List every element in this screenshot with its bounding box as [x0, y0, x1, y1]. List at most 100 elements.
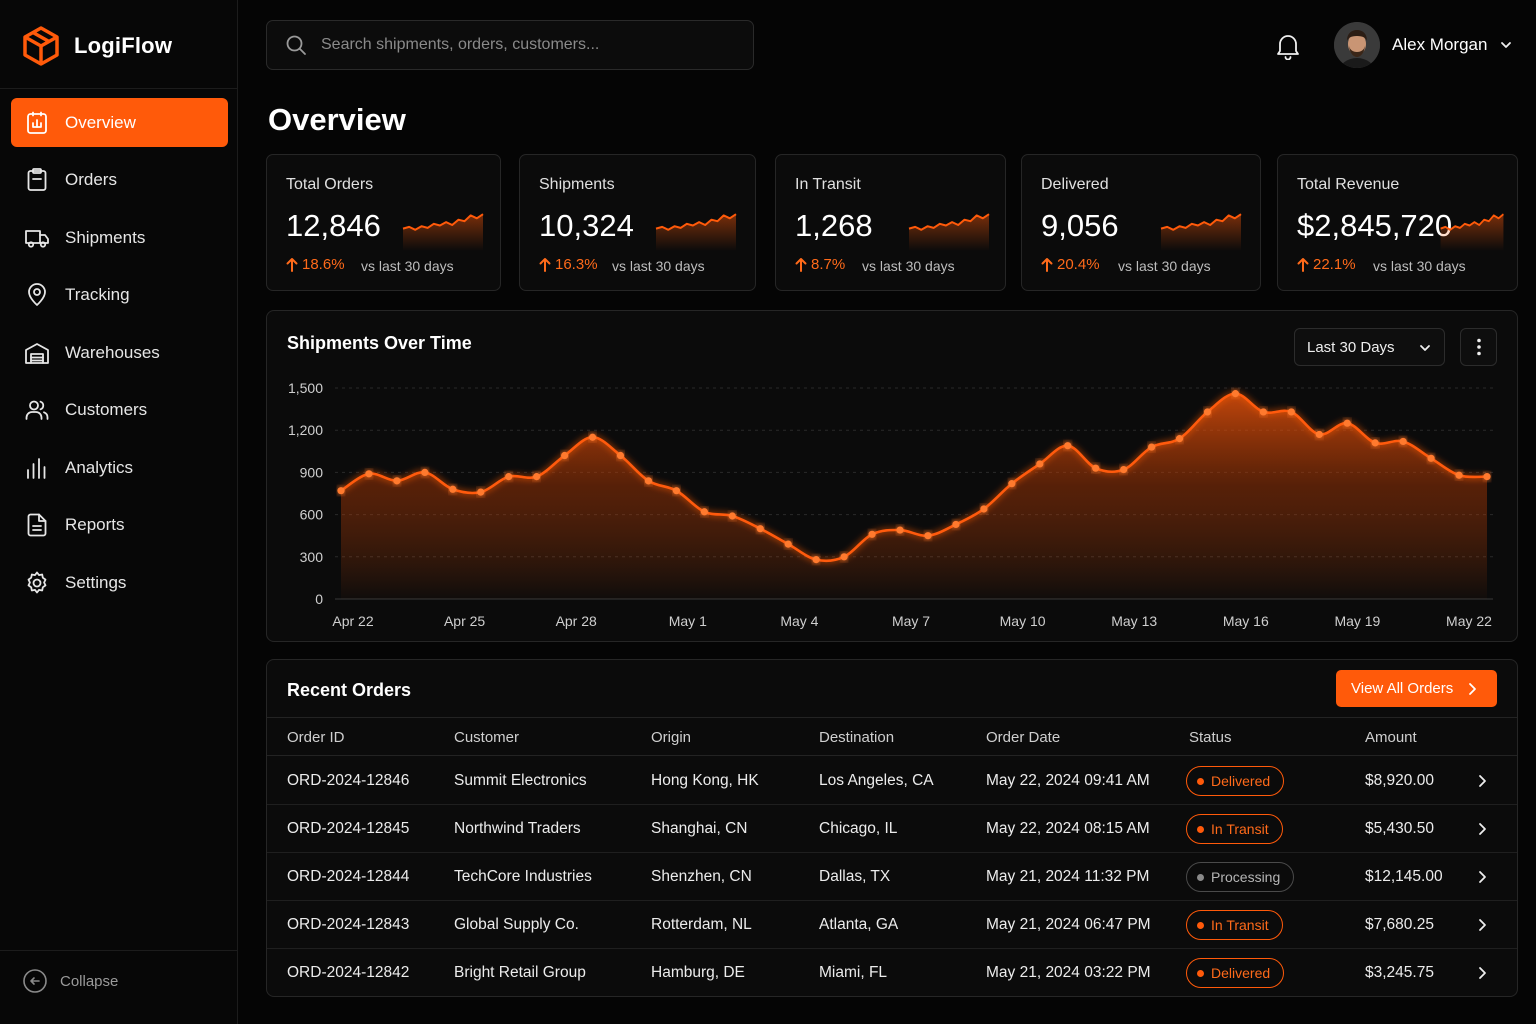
- cell-origin: Hong Kong, HK: [651, 772, 759, 789]
- column-header-customer[interactable]: Customer: [454, 729, 520, 746]
- cell-destination: Atlanta, GA: [819, 916, 899, 933]
- data-point: [868, 530, 876, 538]
- data-point: [393, 477, 401, 485]
- users-icon: [25, 400, 49, 420]
- kpi-card-shipments[interactable]: Shipments 10,324 16.3% vs last 30 days: [519, 154, 756, 291]
- sidebar-item-label: Warehouses: [65, 342, 160, 362]
- sidebar-item-customers[interactable]: Customers: [11, 386, 228, 435]
- chevron-right-icon[interactable]: [1476, 966, 1488, 980]
- sidebar-item-label: Analytics: [65, 457, 134, 477]
- chart-title: Shipments Over Time: [287, 333, 472, 353]
- column-header-destination[interactable]: Destination: [819, 729, 895, 746]
- sidebar-item-orders[interactable]: Orders: [11, 156, 228, 205]
- kpi-label: In Transit: [795, 176, 861, 193]
- cell-destination: Los Angeles, CA: [819, 772, 934, 789]
- kpi-label: Shipments: [539, 176, 615, 193]
- shipments-chart-panel: 0 300 600 900 1,200 1,500 Apr 22 Apr 25 Apr 28 M…: [266, 310, 1518, 642]
- kpi-card-in-transit[interactable]: In Transit 1,268 8.7% vs last 30 days: [775, 154, 1006, 291]
- arrow-up-icon: [1041, 258, 1053, 272]
- status-dot: [1197, 921, 1204, 929]
- data-point: [588, 433, 597, 441]
- kpi-delta: 8.7%: [795, 256, 845, 273]
- kpi-comparison: vs last 30 days: [612, 258, 705, 274]
- column-header-order-date[interactable]: Order Date: [986, 729, 1061, 746]
- column-header-status[interactable]: Status: [1189, 729, 1232, 746]
- arrow-up-icon: [539, 258, 551, 272]
- data-point: [1287, 408, 1295, 416]
- brand-name: LogiFlow: [74, 33, 173, 58]
- data-point: [561, 451, 569, 460]
- sidebar-item-reports[interactable]: Reports: [11, 501, 228, 550]
- x-tick-label: May 22: [1446, 613, 1492, 629]
- status-label: Delivered: [1211, 773, 1271, 789]
- kpi-value: $2,845,720: [1297, 208, 1453, 243]
- view-all-orders-button[interactable]: View All Orders: [1336, 670, 1497, 707]
- date-range-select[interactable]: Last 30 Days: [1294, 328, 1445, 366]
- x-tick-label: May 19: [1334, 613, 1380, 629]
- chevron-right-icon[interactable]: [1476, 822, 1488, 836]
- column-header-order-id[interactable]: Order ID: [287, 729, 345, 746]
- kpi-delta: 18.6%: [286, 256, 345, 273]
- sidebar-item-tracking[interactable]: Tracking: [11, 271, 228, 320]
- sidebar-item-label: Tracking: [65, 285, 130, 304]
- data-point: [533, 473, 541, 481]
- data-point: [1092, 464, 1100, 472]
- data-point: [365, 470, 373, 478]
- clipboard-icon: [27, 168, 47, 191]
- search-input[interactable]: [321, 36, 721, 54]
- data-point: [728, 512, 736, 520]
- cell-origin: Shenzhen, CN: [651, 868, 752, 885]
- user-menu[interactable]: Alex Morgan: [1334, 22, 1513, 68]
- kpi-card-delivered[interactable]: Delivered 9,056 20.4% vs last 30 days: [1021, 154, 1261, 291]
- bar-chart-icon: [27, 457, 46, 479]
- table-header: Order ID Customer Origin Destination Ord…: [267, 718, 1517, 756]
- sidebar-item-overview[interactable]: Overview: [11, 98, 228, 147]
- chevron-right-icon[interactable]: [1476, 870, 1488, 884]
- x-tick-label: Apr 22: [332, 613, 373, 629]
- more-options-button[interactable]: [1460, 328, 1497, 366]
- warehouse-icon: [25, 342, 49, 364]
- table-row[interactable]: ORD-2024-12845 Northwind Traders Shangha…: [267, 805, 1517, 853]
- table-row[interactable]: ORD-2024-12842 Bright Retail Group Hambu…: [267, 949, 1517, 996]
- recent-orders-panel: Recent Orders View All Orders Order ID C…: [266, 659, 1518, 997]
- search-box[interactable]: [266, 20, 754, 70]
- cell-amount: $12,145.00: [1365, 868, 1443, 885]
- sparkline: [655, 213, 737, 251]
- y-tick-label: 300: [300, 549, 324, 565]
- sidebar-item-warehouses[interactable]: Warehouses: [11, 328, 228, 377]
- sidebar-item-analytics[interactable]: Analytics: [11, 443, 228, 492]
- data-point: [1036, 460, 1044, 468]
- data-point: [1455, 471, 1463, 479]
- kpi-card-total-revenue[interactable]: Total Revenue $2,845,720 22.1% vs last 3…: [1277, 154, 1518, 291]
- table-row[interactable]: ORD-2024-12846 Summit Electronics Hong K…: [267, 757, 1517, 805]
- table-row[interactable]: ORD-2024-12843 Global Supply Co. Rotterd…: [267, 901, 1517, 949]
- cell-destination: Miami, FL: [819, 964, 888, 981]
- sidebar-item-label: Reports: [65, 515, 125, 534]
- column-header-origin[interactable]: Origin: [651, 729, 692, 746]
- sidebar-item-settings[interactable]: Settings: [11, 558, 228, 607]
- x-tick-label: Apr 25: [444, 613, 485, 629]
- data-point: [1399, 437, 1407, 446]
- column-header-amount[interactable]: Amount: [1365, 729, 1417, 746]
- kpi-value: 12,846: [286, 208, 381, 243]
- chevron-right-icon[interactable]: [1476, 774, 1488, 788]
- chevron-right-icon[interactable]: [1476, 918, 1488, 932]
- status-label: In Transit: [1211, 917, 1269, 933]
- cell-order-date: May 21, 2024 11:32 PM: [986, 868, 1150, 885]
- sparkline-line: [1160, 213, 1242, 231]
- sparkline-line: [402, 213, 484, 231]
- x-tick-label: May 4: [780, 613, 818, 629]
- data-point: [1147, 443, 1156, 451]
- sidebar-item-shipments[interactable]: Shipments: [11, 213, 228, 262]
- collapse-button[interactable]: Collapse: [22, 968, 118, 994]
- data-point: [644, 477, 653, 485]
- kpi-card-total-orders[interactable]: Total Orders 12,846 18.6% vs last 30 day…: [266, 154, 501, 291]
- view-all-label: View All Orders: [1351, 680, 1454, 697]
- data-point: [337, 487, 345, 495]
- table-row[interactable]: ORD-2024-12844 TechCore Industries Shenz…: [267, 853, 1517, 901]
- data-point: [1120, 465, 1128, 474]
- status-dot: [1197, 825, 1204, 833]
- y-tick-label: 900: [300, 464, 324, 480]
- brand[interactable]: LogiFlow: [22, 24, 172, 68]
- bell-icon[interactable]: [1275, 32, 1301, 60]
